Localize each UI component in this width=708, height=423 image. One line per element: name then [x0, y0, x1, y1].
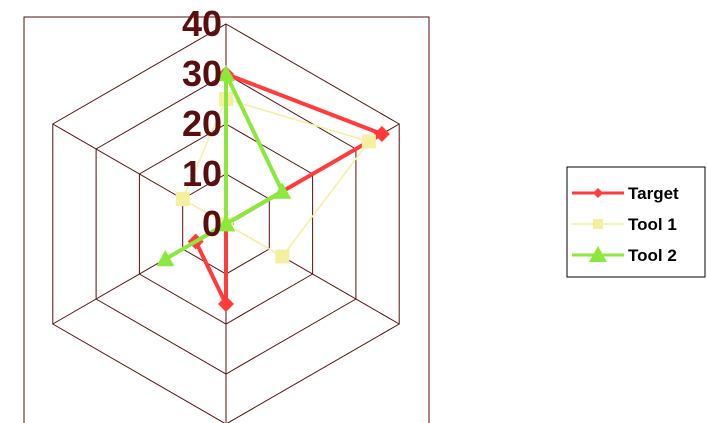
series-line-target	[193, 71, 387, 305]
point-target-1	[373, 126, 390, 142]
tick-label-10: 10	[182, 153, 222, 194]
legend-item-tool-1: Tool 1	[572, 215, 677, 234]
point-tool-2-0	[217, 65, 235, 82]
legend-label: Target	[628, 184, 679, 203]
legend-items: Target Tool 1 Tool 2	[572, 184, 679, 265]
tick-label-20: 20	[182, 103, 222, 144]
legend-box	[566, 166, 706, 278]
tick-label-0: 0	[202, 203, 222, 244]
radial-tick-labels: 0 10 20 30 40	[182, 3, 222, 244]
point-tool-2-5	[217, 215, 235, 232]
legend-label: Tool 1	[628, 215, 677, 234]
legend-item-target: Target	[572, 184, 679, 203]
point-tool-2-1	[273, 182, 292, 199]
legend-marker	[593, 219, 603, 229]
legend-marker	[593, 188, 603, 198]
point-tool-1-5	[175, 192, 190, 206]
tick-label-30: 30	[182, 53, 222, 94]
legend-marker	[589, 246, 607, 262]
series-line-tool-2	[164, 73, 285, 261]
plot-area-frame	[23, 16, 430, 423]
point-tool-2-4	[156, 250, 175, 267]
point-target-3	[218, 296, 234, 312]
series-line-tool-1	[181, 98, 371, 258]
tick-label-40: 40	[182, 3, 222, 44]
point-tool-1-1	[361, 134, 376, 149]
series-tool-2	[156, 65, 292, 267]
legend-label: Tool 2	[628, 246, 677, 265]
legend: Target Tool 1 Tool 2	[566, 166, 706, 278]
legend-item-tool-2: Tool 2	[572, 246, 677, 265]
radar-series	[156, 65, 390, 312]
point-tool-1-2	[275, 249, 290, 264]
